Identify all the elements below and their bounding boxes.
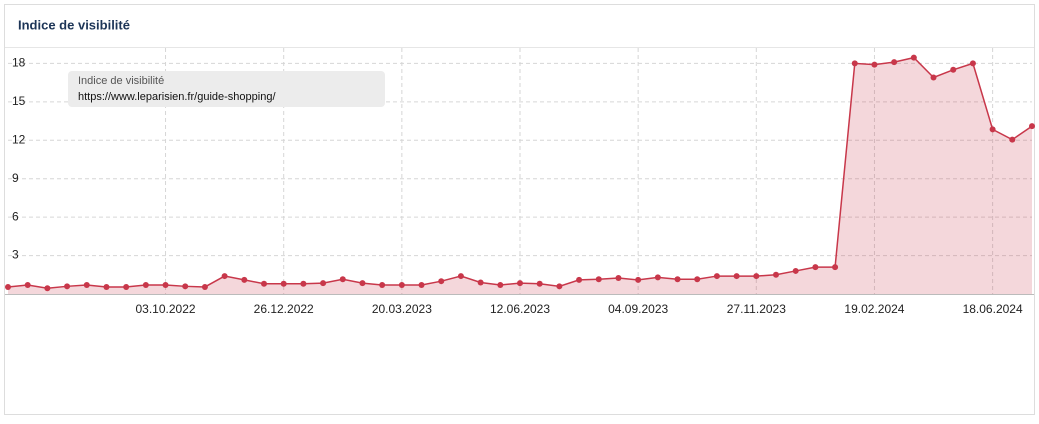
point <box>497 282 504 289</box>
point <box>851 60 858 67</box>
x-tick-label: 19.02.2024 <box>844 302 904 316</box>
point <box>44 285 51 292</box>
point <box>261 280 267 287</box>
point <box>162 282 169 289</box>
point <box>832 264 839 271</box>
x-tick-label: 27.11.2023 <box>727 302 786 316</box>
point <box>891 59 898 66</box>
point <box>950 66 957 73</box>
point <box>792 267 799 274</box>
point <box>359 280 366 287</box>
point <box>418 282 425 289</box>
y-tick-label: 9 <box>12 171 19 185</box>
point <box>812 264 819 271</box>
point <box>694 276 701 283</box>
point <box>871 61 878 68</box>
point <box>241 276 248 283</box>
point <box>64 283 71 290</box>
point <box>930 74 937 81</box>
point <box>635 276 642 283</box>
point <box>1009 136 1016 143</box>
point <box>517 280 523 287</box>
point <box>595 276 602 283</box>
x-tick-label: 18.06.2024 <box>963 302 1023 316</box>
point <box>536 280 543 287</box>
y-tick-label: 6 <box>12 209 19 223</box>
point <box>24 282 31 289</box>
x-tick-label: 26.12.2022 <box>254 302 314 316</box>
tooltip-title: Indice de visibilité <box>78 75 164 87</box>
point <box>713 273 720 280</box>
point <box>221 273 228 280</box>
point <box>969 60 976 67</box>
point <box>733 273 740 280</box>
y-tick-label: 3 <box>12 248 19 262</box>
point <box>438 278 445 285</box>
point <box>83 282 90 289</box>
point <box>300 280 307 287</box>
point <box>379 282 386 289</box>
point <box>753 273 760 280</box>
y-tick-label: 18 <box>12 56 26 70</box>
point <box>182 283 189 290</box>
point <box>280 280 287 287</box>
point <box>674 276 681 283</box>
x-tick-label: 12.06.2023 <box>490 302 550 316</box>
point <box>910 54 917 61</box>
tooltip-url: https://www.leparisien.fr/guide-shopping… <box>78 91 276 103</box>
chart-title: Indice de visibilité <box>18 17 130 32</box>
point <box>398 282 405 289</box>
point <box>320 280 327 287</box>
point <box>576 276 583 283</box>
point <box>477 279 484 286</box>
point <box>989 126 996 133</box>
point <box>339 276 346 283</box>
point <box>457 273 464 280</box>
point <box>5 283 11 290</box>
point <box>556 283 563 290</box>
point <box>615 274 622 281</box>
x-tick-label: 03.10.2022 <box>136 302 196 316</box>
point <box>1029 123 1035 130</box>
point <box>654 274 661 281</box>
y-tick-label: 12 <box>12 132 26 146</box>
x-tick-label: 20.03.2023 <box>372 302 432 316</box>
point <box>142 282 149 289</box>
point <box>201 283 208 290</box>
point <box>773 271 779 278</box>
tooltip <box>68 71 385 107</box>
x-tick-label: 04.09.2023 <box>608 302 668 316</box>
y-tick-label: 15 <box>12 94 26 108</box>
plot-area: 3 6 9 12 15 18 03.10.2022 26.12.2022 20.03.2023 1… <box>5 48 1035 316</box>
area-fill <box>8 57 1032 294</box>
point <box>103 283 110 290</box>
point <box>123 283 130 290</box>
